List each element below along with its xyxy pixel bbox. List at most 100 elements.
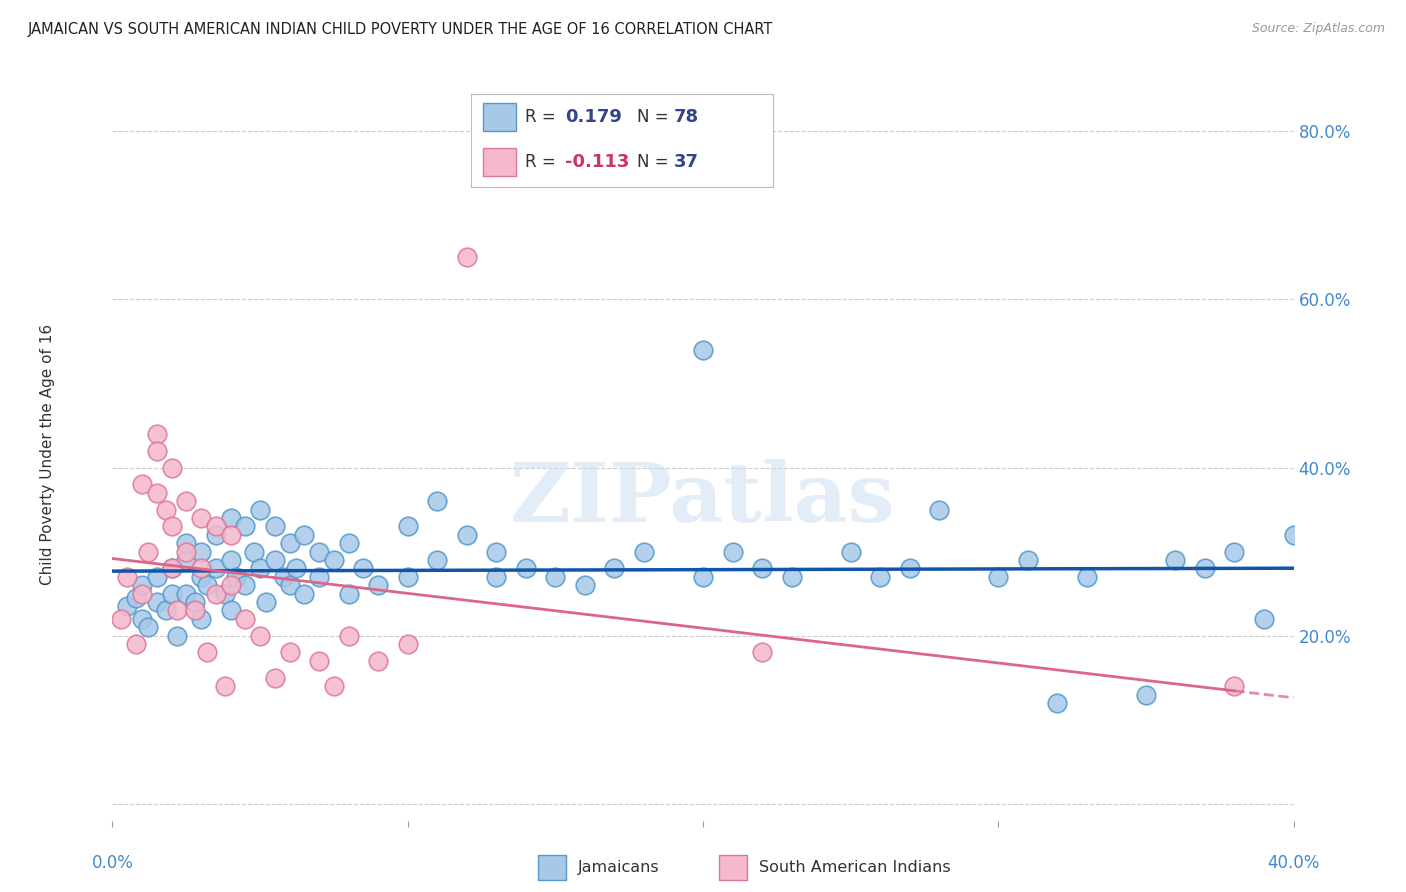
Point bbox=[166, 629, 188, 643]
Point bbox=[1253, 612, 1275, 626]
Point bbox=[205, 587, 228, 601]
Point bbox=[1135, 688, 1157, 702]
Text: R =: R = bbox=[526, 153, 561, 171]
Bar bbox=[484, 148, 516, 176]
Point bbox=[146, 595, 169, 609]
Point bbox=[160, 587, 183, 601]
Point bbox=[117, 599, 138, 614]
Point bbox=[225, 570, 247, 584]
Bar bbox=[484, 103, 516, 131]
Point bbox=[273, 570, 295, 584]
Point bbox=[190, 612, 212, 626]
Text: R =: R = bbox=[526, 108, 561, 126]
Point bbox=[869, 570, 891, 584]
Point bbox=[190, 561, 212, 575]
Point bbox=[780, 570, 803, 584]
Point bbox=[219, 511, 242, 525]
Point bbox=[456, 251, 478, 265]
Point bbox=[219, 603, 242, 617]
Point bbox=[146, 570, 169, 584]
Point bbox=[396, 519, 419, 533]
Point bbox=[485, 570, 508, 584]
Text: Jamaicans: Jamaicans bbox=[578, 860, 659, 875]
Point bbox=[160, 561, 183, 575]
Point bbox=[184, 595, 207, 609]
Text: Child Poverty Under the Age of 16: Child Poverty Under the Age of 16 bbox=[39, 325, 55, 585]
Text: 40.0%: 40.0% bbox=[1267, 855, 1320, 872]
Point bbox=[367, 578, 389, 592]
Point bbox=[146, 426, 169, 441]
Text: 78: 78 bbox=[673, 108, 699, 126]
Point bbox=[174, 494, 197, 508]
Point bbox=[174, 587, 197, 601]
Point bbox=[249, 629, 271, 643]
Point bbox=[233, 578, 256, 592]
Text: N =: N = bbox=[637, 153, 673, 171]
Point bbox=[184, 603, 207, 617]
Point bbox=[574, 578, 596, 592]
Text: ZIPatlas: ZIPatlas bbox=[510, 458, 896, 539]
Point bbox=[155, 502, 177, 516]
Point bbox=[1223, 679, 1246, 693]
Point bbox=[1076, 570, 1098, 584]
Bar bbox=[720, 855, 747, 880]
Point bbox=[367, 654, 389, 668]
Point bbox=[264, 553, 287, 567]
Point bbox=[1017, 553, 1039, 567]
Point bbox=[751, 561, 773, 575]
Point bbox=[1046, 696, 1069, 710]
Bar bbox=[538, 855, 565, 880]
Point bbox=[214, 587, 236, 601]
Point bbox=[190, 570, 212, 584]
Point bbox=[131, 477, 153, 491]
Point bbox=[721, 544, 744, 558]
Point bbox=[233, 519, 256, 533]
Point bbox=[233, 612, 256, 626]
Point bbox=[1194, 561, 1216, 575]
Point bbox=[264, 519, 287, 533]
Point bbox=[131, 587, 153, 601]
Point bbox=[160, 561, 183, 575]
Point bbox=[264, 671, 287, 685]
Text: JAMAICAN VS SOUTH AMERICAN INDIAN CHILD POVERTY UNDER THE AGE OF 16 CORRELATION : JAMAICAN VS SOUTH AMERICAN INDIAN CHILD … bbox=[28, 22, 773, 37]
Point bbox=[174, 553, 197, 567]
Point bbox=[692, 343, 714, 357]
Point bbox=[1164, 553, 1187, 567]
Point bbox=[110, 612, 132, 626]
Point bbox=[136, 620, 159, 634]
Point bbox=[1282, 528, 1305, 542]
Text: 0.179: 0.179 bbox=[565, 108, 621, 126]
Point bbox=[278, 578, 301, 592]
Point bbox=[544, 570, 567, 584]
Point bbox=[136, 544, 159, 558]
Point bbox=[337, 536, 360, 550]
Point bbox=[292, 528, 315, 542]
Point bbox=[751, 645, 773, 659]
Point bbox=[205, 561, 228, 575]
Point bbox=[456, 528, 478, 542]
Point bbox=[633, 544, 655, 558]
Point bbox=[125, 637, 148, 651]
Point bbox=[205, 519, 228, 533]
Point bbox=[692, 570, 714, 584]
Point bbox=[308, 654, 330, 668]
Point bbox=[174, 544, 197, 558]
Point bbox=[485, 544, 508, 558]
Point bbox=[243, 544, 266, 558]
Point bbox=[190, 511, 212, 525]
Point bbox=[219, 528, 242, 542]
Point bbox=[603, 561, 626, 575]
Point bbox=[426, 553, 449, 567]
Point bbox=[337, 629, 360, 643]
Point bbox=[284, 561, 307, 575]
Point bbox=[117, 570, 138, 584]
Point bbox=[292, 587, 315, 601]
Text: N =: N = bbox=[637, 108, 673, 126]
Point bbox=[249, 502, 271, 516]
Point bbox=[146, 485, 169, 500]
Point bbox=[249, 561, 271, 575]
Point bbox=[254, 595, 277, 609]
Text: 37: 37 bbox=[673, 153, 699, 171]
Point bbox=[278, 536, 301, 550]
Point bbox=[219, 578, 242, 592]
